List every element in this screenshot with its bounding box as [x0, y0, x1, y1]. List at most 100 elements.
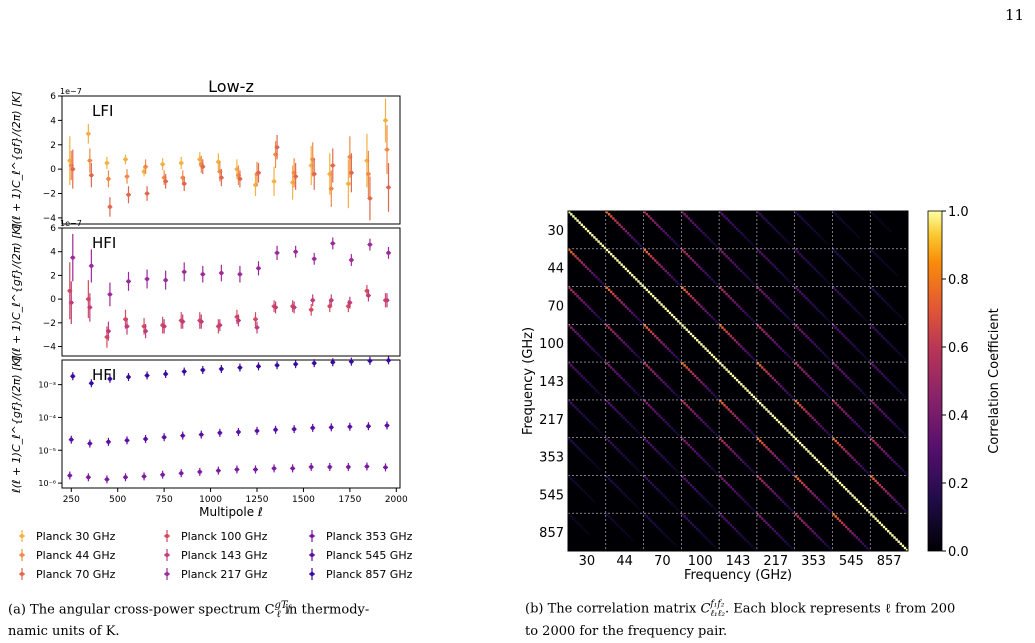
matrix-cell	[685, 517, 688, 520]
matrix-cell	[637, 242, 640, 245]
matrix-cell	[851, 418, 854, 422]
panel-scale: 1e−7	[60, 87, 82, 96]
matrix-cell	[819, 273, 823, 277]
x-tick-label: 857	[877, 554, 902, 569]
matrix-cell	[819, 349, 823, 352]
matrix-cell	[597, 240, 600, 243]
matrix-cell	[807, 336, 810, 340]
matrix-cell	[578, 221, 581, 224]
matrix-cell	[853, 420, 856, 424]
matrix-cell	[735, 265, 739, 268]
matrix-cell	[849, 341, 852, 344]
data-point	[86, 475, 91, 480]
matrix-cell	[817, 422, 821, 426]
colorbar-tick-label: 0.4	[948, 409, 969, 424]
legend-label: Planck 353 GHz	[326, 530, 413, 543]
matrix-cell	[815, 458, 819, 462]
matrix-cell	[681, 286, 684, 289]
matrix-cell	[834, 401, 837, 405]
caption-b-sub: ℓ₁ℓ₂	[710, 608, 726, 619]
matrix-cell	[584, 416, 588, 420]
matrix-cell	[830, 322, 833, 325]
data-point	[89, 263, 94, 268]
matrix-cell	[868, 397, 871, 401]
matrix-cell	[645, 477, 649, 480]
matrix-cell	[612, 406, 615, 409]
matrix-cell	[866, 357, 869, 361]
matrix-cell	[901, 431, 905, 434]
matrix-cell	[750, 393, 753, 396]
matrix-cell	[838, 368, 842, 371]
matrix-cell	[591, 271, 594, 275]
matrix-cell	[868, 473, 871, 476]
matrix-cell	[880, 372, 884, 376]
matrix-cell	[643, 211, 646, 214]
matrix-cell	[889, 494, 892, 497]
matrix-cell	[847, 490, 850, 493]
matrix-cell	[756, 324, 760, 327]
matrix-cell	[643, 437, 646, 441]
matrix-cell	[798, 290, 802, 294]
matrix-cell	[782, 538, 785, 541]
matrix-cell	[897, 502, 900, 506]
matrix-cell	[647, 479, 651, 483]
matrix-cell	[779, 347, 783, 350]
matrix-cell	[618, 336, 621, 340]
matrix-cell	[901, 393, 905, 396]
matrix-cell	[607, 477, 611, 480]
matrix-cell	[576, 446, 579, 449]
matrix-cell	[832, 211, 835, 214]
matrix-cell	[700, 532, 703, 535]
matrix-cell	[851, 532, 854, 535]
data-point	[253, 317, 258, 322]
matrix-cell	[775, 418, 779, 422]
matrix-cell	[733, 527, 737, 531]
matrix-cell	[756, 513, 760, 516]
matrix-cell	[744, 273, 747, 277]
matrix-cell	[817, 347, 821, 350]
matrix-cell	[731, 223, 735, 226]
matrix-cell	[807, 299, 810, 302]
matrix-cell	[605, 286, 609, 289]
matrix-cell	[698, 265, 701, 268]
matrix-cell	[706, 462, 709, 466]
matrix-cell	[845, 374, 848, 378]
matrix-cell	[748, 504, 751, 508]
matrix-cell	[813, 494, 816, 497]
figure-title: Low-z	[208, 77, 254, 96]
matrix-cell	[614, 332, 617, 336]
matrix-cell	[607, 364, 611, 367]
matrix-cell	[660, 303, 663, 306]
matrix-cell	[668, 311, 672, 315]
matrix-cell	[637, 393, 640, 396]
matrix-cell	[618, 412, 621, 415]
data-point	[237, 365, 242, 370]
matrix-cell	[664, 307, 667, 310]
matrix-cell	[647, 328, 651, 331]
matrix-cell	[853, 307, 856, 310]
matrix-cell	[807, 374, 810, 378]
data-point	[366, 293, 371, 298]
matrix-cell	[717, 435, 720, 438]
matrix-cell	[828, 320, 831, 323]
matrix-cell	[830, 435, 833, 438]
matrix-cell	[733, 452, 737, 455]
matrix-cell	[677, 509, 680, 512]
matrix-cell	[773, 492, 777, 495]
matrix-cell	[612, 443, 615, 447]
matrix-cell	[693, 336, 697, 340]
matrix-cell	[693, 450, 697, 453]
matrix-cell	[691, 297, 695, 300]
matrix-cell	[658, 339, 661, 342]
data-point	[69, 437, 74, 442]
matrix-cell	[853, 458, 856, 462]
matrix-cell	[656, 450, 659, 453]
matrix-cell	[721, 364, 724, 367]
matrix-cell	[645, 364, 649, 367]
matrix-cell	[763, 443, 766, 447]
matrix-cell	[654, 448, 657, 451]
matrix-cell	[626, 269, 630, 273]
data-point	[237, 176, 242, 181]
matrix-cell	[639, 282, 642, 285]
matrix-cell	[683, 515, 686, 518]
